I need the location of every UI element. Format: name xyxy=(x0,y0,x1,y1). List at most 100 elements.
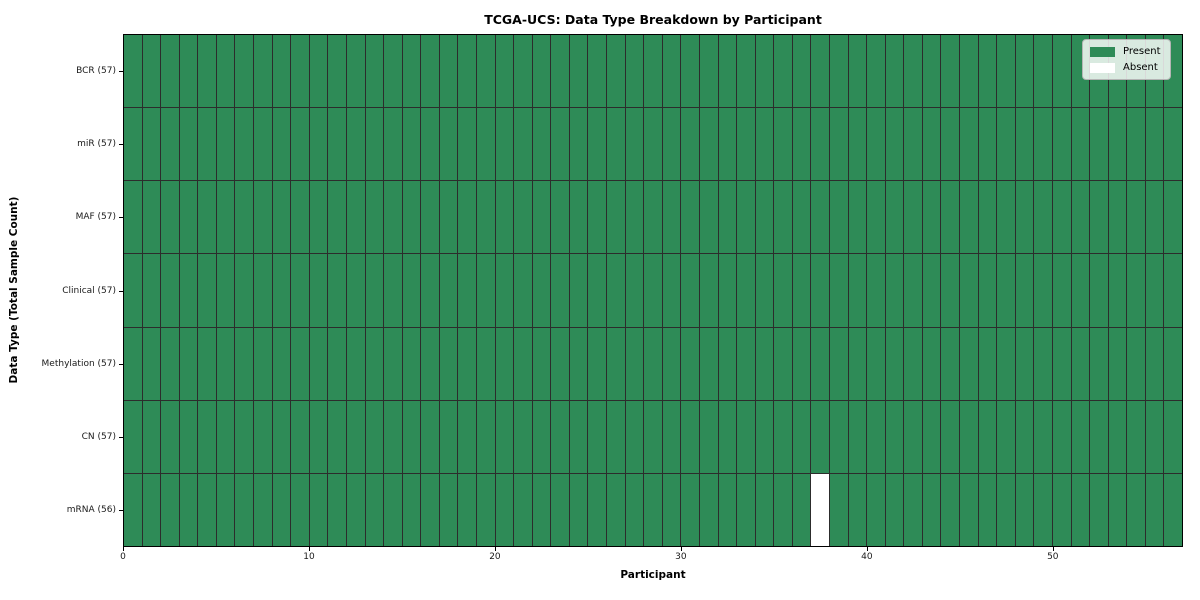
heatmap-cell xyxy=(699,181,718,254)
heatmap-cell xyxy=(1108,327,1127,400)
heatmap-cell xyxy=(774,327,792,400)
x-tick-mark xyxy=(308,547,310,551)
heatmap-cell xyxy=(458,254,476,327)
heatmap-cell xyxy=(384,327,402,400)
heatmap-cell xyxy=(811,254,829,327)
heatmap-cell xyxy=(198,108,216,181)
legend-label: Absent xyxy=(1123,62,1158,73)
heatmap-cell xyxy=(216,327,235,400)
heatmap-cell xyxy=(421,108,439,181)
heatmap-cell xyxy=(737,35,755,108)
heatmap-cell xyxy=(458,108,476,181)
heatmap-cell xyxy=(960,473,978,546)
heatmap-cell xyxy=(904,108,922,181)
y-tick-mark xyxy=(119,217,123,219)
heatmap-cell xyxy=(216,473,235,546)
heatmap-cell xyxy=(774,108,792,181)
heatmap-cell xyxy=(309,400,328,473)
heatmap-cell xyxy=(904,473,922,546)
heatmap-cell xyxy=(867,473,885,546)
heatmap-cell xyxy=(198,400,216,473)
heatmap-cell xyxy=(607,254,625,327)
heatmap-cell xyxy=(365,108,384,181)
heatmap-cell xyxy=(384,35,402,108)
heatmap-cell xyxy=(365,400,384,473)
heatmap-cell xyxy=(532,254,551,327)
heatmap-cell xyxy=(551,400,569,473)
heatmap-cell xyxy=(384,473,402,546)
heatmap-cell xyxy=(439,327,458,400)
heatmap-cell xyxy=(439,400,458,473)
heatmap-cell xyxy=(514,473,532,546)
heatmap-cell xyxy=(1052,400,1071,473)
heatmap-cell xyxy=(328,327,346,400)
heatmap-cell xyxy=(644,400,662,473)
x-tick-label: 30 xyxy=(675,552,687,562)
heatmap-cell xyxy=(960,35,978,108)
heatmap-cell xyxy=(495,473,514,546)
legend-swatch-present xyxy=(1090,46,1115,57)
heatmap-cell xyxy=(272,327,291,400)
heatmap-cell xyxy=(885,181,904,254)
heatmap-cell xyxy=(681,327,699,400)
heatmap-cell xyxy=(1127,327,1145,400)
heatmap-cell xyxy=(328,35,346,108)
heatmap-cell xyxy=(1127,108,1145,181)
heatmap-cell xyxy=(514,181,532,254)
x-tick-mark xyxy=(123,547,124,551)
heatmap-cell xyxy=(161,400,179,473)
heatmap-cell xyxy=(514,400,532,473)
heatmap-cell xyxy=(328,181,346,254)
heatmap-cell xyxy=(885,327,904,400)
heatmap-cell xyxy=(1071,254,1090,327)
heatmap-cell xyxy=(551,181,569,254)
legend-entry: Present xyxy=(1090,46,1161,57)
heatmap-cell xyxy=(1071,181,1090,254)
heatmap-cell xyxy=(161,35,179,108)
y-tick-mark xyxy=(119,70,123,72)
heatmap-cell xyxy=(699,400,718,473)
heatmap-cell xyxy=(1145,327,1164,400)
heatmap-cell xyxy=(161,254,179,327)
heatmap-cell xyxy=(737,254,755,327)
heatmap-cell xyxy=(662,108,681,181)
heatmap-cell xyxy=(1108,181,1127,254)
heatmap-cell xyxy=(699,254,718,327)
heatmap-cell xyxy=(922,181,941,254)
heatmap-cell xyxy=(476,327,495,400)
heatmap-cell xyxy=(532,473,551,546)
heatmap-cell xyxy=(941,181,960,254)
heatmap-cell xyxy=(346,108,365,181)
y-tick-label: Clinical (57) xyxy=(62,285,116,296)
heatmap-cell xyxy=(978,254,997,327)
heatmap-cell xyxy=(161,473,179,546)
heatmap-cell xyxy=(346,400,365,473)
heatmap-cell xyxy=(737,327,755,400)
heatmap-cell xyxy=(1015,181,1034,254)
heatmap-cell xyxy=(1034,400,1052,473)
heatmap-cell xyxy=(625,254,644,327)
heatmap-cell xyxy=(848,181,867,254)
heatmap-cell xyxy=(495,327,514,400)
heatmap-cell xyxy=(941,35,960,108)
heatmap-cell xyxy=(551,327,569,400)
heatmap-cell xyxy=(198,473,216,546)
heatmap-cell xyxy=(588,400,607,473)
heatmap-cell xyxy=(811,400,829,473)
heatmap-cell xyxy=(1164,254,1182,327)
heatmap-cell xyxy=(1127,473,1145,546)
heatmap-cell xyxy=(421,254,439,327)
heatmap-cell xyxy=(1071,473,1090,546)
heatmap-cell xyxy=(774,473,792,546)
heatmap-cell xyxy=(458,181,476,254)
heatmap-cell xyxy=(495,254,514,327)
heatmap-cell xyxy=(718,327,737,400)
heatmap-cell xyxy=(867,327,885,400)
heatmap-cell xyxy=(960,108,978,181)
heatmap-cell xyxy=(792,473,811,546)
heatmap-cell xyxy=(439,35,458,108)
heatmap-cell xyxy=(161,108,179,181)
heatmap-cell xyxy=(1090,327,1108,400)
heatmap-cell xyxy=(421,35,439,108)
heatmap-cell xyxy=(588,327,607,400)
